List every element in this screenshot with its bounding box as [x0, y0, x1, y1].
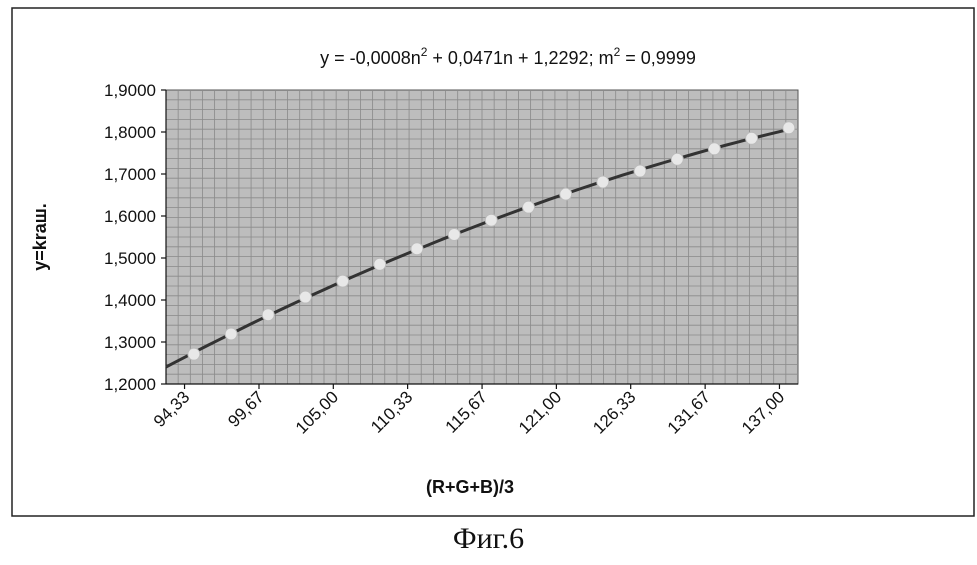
y-tick-label: 1,6000 [104, 207, 156, 226]
data-point [337, 275, 349, 287]
y-tick-label: 1,2000 [104, 375, 156, 394]
data-point [225, 328, 237, 340]
data-point [671, 153, 683, 165]
data-point [374, 258, 386, 270]
data-point [708, 143, 720, 155]
y-tick-label: 1,7000 [104, 165, 156, 184]
data-point [522, 201, 534, 213]
data-point [262, 309, 274, 321]
y-tick-label: 1,8000 [104, 123, 156, 142]
chart: 1,2000 1,3000 1,4000 1,5000 1,6000 1,7000 1,80… [0, 0, 977, 520]
y-tick-label: 1,9000 [104, 81, 156, 100]
data-point [448, 228, 460, 240]
y-axis-title: y=kraш. [30, 203, 50, 271]
data-point [485, 214, 497, 226]
x-axis-title: (R+G+B)/3 [426, 477, 514, 497]
y-tick-label: 1,4000 [104, 291, 156, 310]
data-point [597, 176, 609, 188]
y-tick-label: 1,3000 [104, 333, 156, 352]
figure-caption: Фиг.6 [0, 522, 977, 556]
data-point [560, 188, 572, 200]
data-point [746, 132, 758, 144]
y-tick-label: 1,5000 [104, 249, 156, 268]
trendline-equation: y = -0,0008n2 + 0,0471n + 1,2292; m2 = 0… [320, 45, 696, 68]
data-point [299, 291, 311, 303]
data-point [634, 165, 646, 177]
data-point [411, 243, 423, 255]
data-point [188, 348, 200, 360]
data-point [783, 122, 795, 134]
